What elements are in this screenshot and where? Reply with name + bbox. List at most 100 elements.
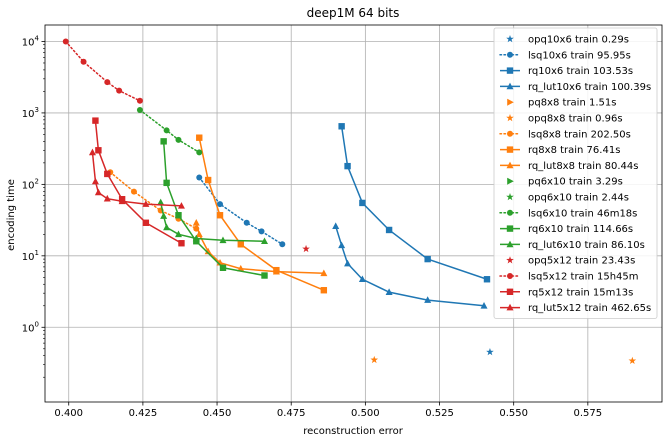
data-point (177, 202, 185, 209)
legend-entry: rq_lut6x10 train 86.10s (500, 240, 645, 251)
legend-label: rq5x12 train 15m13s (528, 287, 633, 298)
data-point (261, 272, 268, 279)
legend-entry: rq6x10 train 114.66s (500, 224, 633, 235)
legend-marker (506, 240, 514, 248)
data-point (118, 197, 126, 205)
legend-entry: rq_lut8x8 train 80.44s (500, 161, 638, 172)
series-3 (332, 222, 488, 309)
legend-entry: opq10x6 train 0.29s (506, 35, 629, 46)
data-point (196, 134, 203, 141)
data-point (219, 236, 227, 244)
data-point (486, 348, 494, 356)
legend-entry: rq8x8 train 76.41s (500, 145, 620, 156)
legend-marker (506, 67, 514, 74)
series-5 (370, 355, 637, 364)
series-2 (338, 123, 491, 283)
data-point (344, 259, 352, 267)
data-point (359, 199, 366, 207)
chart-title: deep1M 64 bits (307, 6, 400, 20)
legend-marker (506, 288, 514, 295)
legend-label: lsq6x10 train 46m18s (528, 208, 637, 219)
data-point (483, 276, 491, 283)
data-point (237, 241, 244, 248)
legend-entry: pq8x8 train 1.51s (507, 98, 616, 109)
data-point (192, 218, 200, 226)
data-point (160, 138, 167, 145)
data-point (196, 174, 203, 181)
data-point (163, 127, 170, 134)
legend-label: pq6x10 train 3.29s (528, 177, 623, 188)
data-point (178, 240, 185, 247)
data-point (358, 275, 366, 283)
legend-label: rq_lut8x8 train 80.44s (528, 161, 638, 172)
data-point (62, 38, 69, 45)
x-tick-label: 0.525 (425, 408, 454, 419)
legend: opq10x6 train 0.29s lsq10x6 train 95.95s r… (493, 27, 658, 319)
data-point (94, 188, 102, 196)
data-point (219, 264, 227, 271)
data-point (80, 58, 87, 65)
data-point (104, 170, 111, 178)
legend-entry: opq5x12 train 23.43s (506, 256, 635, 267)
legend-marker (507, 177, 514, 185)
legend-marker (506, 161, 514, 169)
legend-entry: pq6x10 train 3.29s (507, 177, 623, 188)
legend-entry: rq_lut5x12 train 462.65s (500, 303, 651, 314)
data-point (163, 223, 171, 231)
data-point (338, 241, 346, 249)
data-layer (62, 38, 637, 364)
data-point (95, 147, 102, 154)
data-point (332, 222, 340, 229)
series-17 (88, 148, 185, 209)
legend-label: rq_lut6x10 train 86.10s (528, 240, 645, 251)
data-point (237, 264, 245, 272)
legend-label: lsq10x6 train 95.95s (528, 50, 631, 61)
series-14 (302, 244, 310, 253)
legend-entry: rq5x12 train 15m13s (500, 287, 633, 298)
legend-marker (506, 82, 514, 90)
x-tick-label: 0.425 (129, 408, 158, 419)
series-line (139, 109, 200, 154)
x-tick-label: 0.475 (277, 408, 306, 419)
data-point (204, 176, 212, 184)
series-line (94, 120, 182, 244)
data-point (320, 287, 328, 294)
legend-marker (506, 35, 514, 43)
x-tick-label: 0.400 (54, 408, 83, 419)
data-point (157, 198, 165, 206)
data-point (272, 267, 280, 275)
data-point (196, 149, 203, 156)
data-point (136, 97, 143, 104)
data-point (142, 200, 150, 207)
data-point (302, 244, 310, 253)
data-point (320, 269, 328, 277)
series-line (340, 126, 488, 280)
legend-label: opq10x6 train 0.29s (528, 35, 629, 46)
data-point (163, 179, 170, 187)
legend-entry: opq6x10 train 2.44s (506, 193, 629, 204)
legend-label: rq6x10 train 114.66s (528, 224, 633, 235)
legend-marker (507, 209, 513, 216)
legend-label: opq8x8 train 0.96s (528, 114, 623, 125)
legend-label: opq5x12 train 23.43s (528, 256, 635, 267)
x-tick-label: 0.575 (574, 408, 603, 419)
data-point (104, 79, 111, 86)
data-point (370, 355, 379, 364)
legend-label: rq10x6 train 103.53s (528, 66, 633, 77)
legend-label: rq_lut10x6 train 100.39s (528, 82, 651, 93)
legend-marker (506, 114, 514, 122)
x-tick-label: 0.550 (499, 408, 528, 419)
data-point (192, 234, 200, 242)
data-point (91, 177, 99, 185)
data-point (103, 194, 111, 202)
x-tick-label: 0.450 (203, 408, 232, 419)
legend-marker (506, 303, 514, 311)
legend-entry: lsq10x6 train 95.95s (499, 50, 631, 61)
data-point (136, 106, 143, 113)
legend-entry: rq_lut10x6 train 100.39s (500, 82, 651, 93)
data-point (175, 212, 182, 219)
legend-marker (506, 193, 514, 201)
data-point (217, 201, 224, 208)
data-point (174, 230, 182, 238)
